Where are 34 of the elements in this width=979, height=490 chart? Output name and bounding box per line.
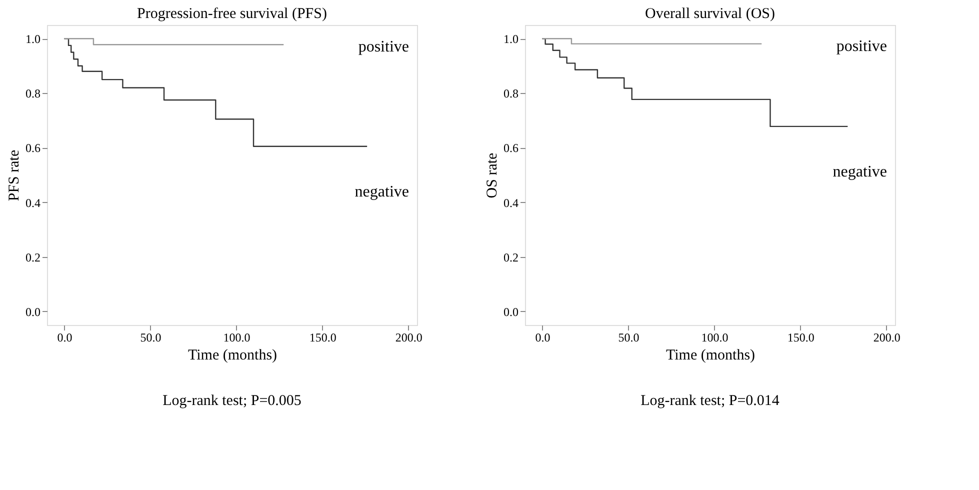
- chart-title: Progression-free survival (PFS): [137, 6, 327, 22]
- text: negative: [832, 163, 887, 180]
- x-axis-title: Time (months): [666, 348, 756, 364]
- y-tick-label: 0.0: [504, 304, 518, 319]
- y-tick-label: 1.0: [26, 32, 40, 46]
- text: Log-rank test; P=0.005: [162, 393, 302, 409]
- y-tick-label: 0.8: [26, 86, 40, 101]
- y-tick-label: 0.4: [504, 196, 518, 210]
- y-tick-label: 0.6: [26, 141, 40, 156]
- y-tick-label: 0.0: [26, 304, 40, 319]
- y-tick-label: 0.8: [504, 86, 518, 101]
- x-tick-label: 0.0: [57, 330, 72, 344]
- x-tick-label: 150.0: [787, 330, 814, 344]
- text: negative: [354, 183, 409, 200]
- x-tick-label: 100.0: [701, 330, 728, 344]
- x-axis-title: Time (months): [188, 348, 278, 364]
- x-tick-label: 50.0: [618, 330, 640, 344]
- text: positive: [358, 38, 409, 56]
- y-tick-label: 0.2: [504, 250, 518, 264]
- text: Log-rank test; P=0.014: [640, 393, 780, 409]
- y-tick-label: 0.4: [26, 196, 40, 210]
- x-tick-label: 200.0: [873, 330, 900, 344]
- x-tick-label: 0.0: [535, 330, 550, 344]
- y-axis-title: OS rate: [484, 152, 500, 198]
- x-tick-label: 200.0: [395, 330, 422, 344]
- y-axis-title: PFS rate: [6, 150, 22, 202]
- y-tick-label: 0.2: [26, 250, 40, 264]
- y-tick-label: 1.0: [504, 32, 518, 46]
- chart-title: Overall survival (OS): [645, 6, 775, 22]
- text: positive: [836, 38, 887, 55]
- x-tick-label: 50.0: [140, 330, 162, 344]
- x-tick-label: 150.0: [309, 330, 336, 344]
- y-tick-label: 0.6: [504, 141, 518, 156]
- x-tick-label: 100.0: [223, 330, 250, 344]
